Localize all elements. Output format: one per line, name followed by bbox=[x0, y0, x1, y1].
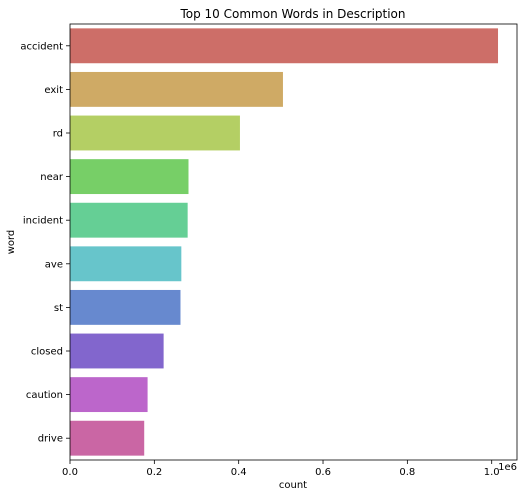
x-tick-label: 0.0 bbox=[62, 467, 78, 478]
x-axis-label: count bbox=[279, 480, 307, 491]
x-tick-label: 1.0 bbox=[484, 467, 500, 478]
bars-layer bbox=[70, 28, 499, 456]
bar-drive bbox=[70, 420, 145, 456]
y-tick-label: st bbox=[54, 303, 63, 314]
bar-ave bbox=[70, 246, 182, 282]
x-tick-label: 0.8 bbox=[399, 467, 415, 478]
x-tick-label: 0.6 bbox=[315, 467, 331, 478]
y-tick-label: ave bbox=[45, 259, 63, 270]
x-tick-label: 0.2 bbox=[146, 467, 162, 478]
y-tick-label: drive bbox=[38, 434, 63, 445]
bar-accident bbox=[70, 28, 499, 64]
y-tick-label: accident bbox=[20, 41, 63, 52]
y-tick-label: near bbox=[40, 172, 64, 183]
bar-near bbox=[70, 159, 189, 195]
y-tick-label: closed bbox=[31, 347, 63, 358]
bar-closed bbox=[70, 333, 164, 369]
chart-title: Top 10 Common Words in Description bbox=[179, 7, 405, 21]
y-tick-label: incident bbox=[23, 216, 63, 227]
bar-st bbox=[70, 289, 181, 325]
y-tick-label: rd bbox=[53, 129, 63, 140]
y-tick-label: caution bbox=[26, 390, 63, 401]
x-offset-label: 1e6 bbox=[498, 462, 517, 473]
bar-exit bbox=[70, 71, 283, 107]
bar-incident bbox=[70, 202, 188, 238]
y-axis-ticks: accident exit rd near incident ave st closed cau… bbox=[20, 41, 70, 445]
plot-frame bbox=[69, 23, 518, 461]
y-axis-label: word bbox=[6, 230, 17, 255]
x-tick-label: 0.4 bbox=[231, 467, 247, 478]
x-axis-ticks: 0.0 0.2 0.4 0.6 0.8 1.0 bbox=[62, 460, 500, 478]
y-tick-label: exit bbox=[44, 85, 63, 96]
bar-caution bbox=[70, 377, 148, 413]
bar-rd bbox=[70, 115, 240, 151]
